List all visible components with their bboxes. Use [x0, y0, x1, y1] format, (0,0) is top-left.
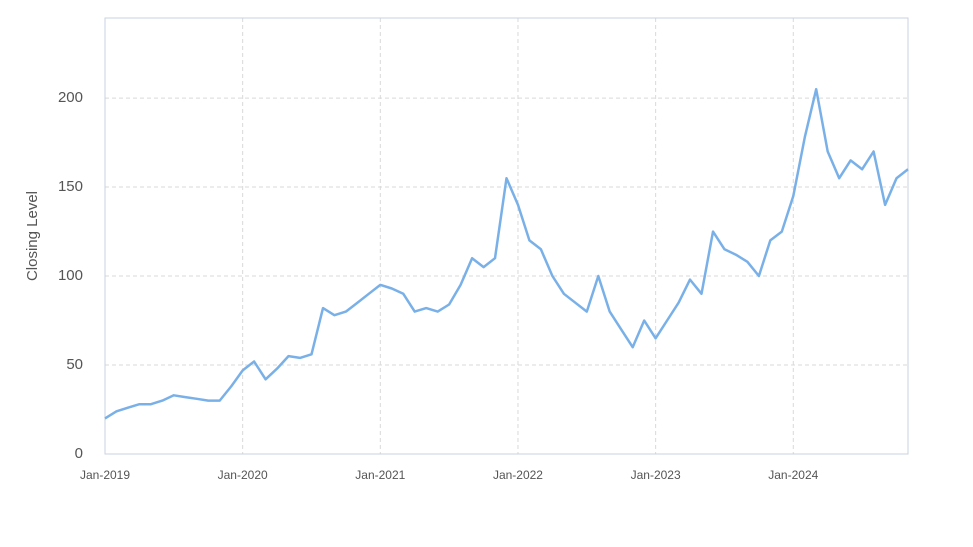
x-tick-label: Jan-2023	[631, 468, 681, 482]
y-tick-label: 100	[58, 267, 83, 284]
x-tick-label: Jan-2020	[218, 468, 268, 482]
y-tick-label: 150	[58, 178, 83, 195]
y-tick-label: 200	[58, 89, 83, 106]
line	[104, 87, 909, 420]
plot-border	[104, 17, 909, 455]
x-tick-label: Jan-2019	[80, 468, 130, 482]
y-tick-label: 0	[75, 445, 83, 462]
x-tick-label: Jan-2024	[768, 468, 818, 482]
y-axis-label: Closing Level	[24, 191, 41, 281]
x-tick-label: Jan-2022	[493, 468, 543, 482]
x-tick-label: Jan-2021	[355, 468, 405, 482]
y-tick-label: 50	[66, 356, 83, 373]
